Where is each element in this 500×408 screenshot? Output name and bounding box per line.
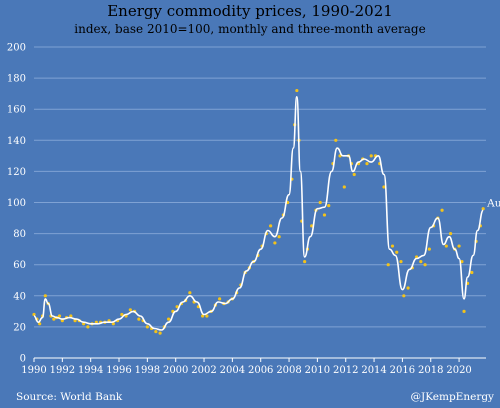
monthly-series (32, 88, 485, 335)
monthly-point (205, 314, 209, 318)
monthly-point (175, 305, 179, 309)
x-tick-label: 2004 (220, 365, 245, 376)
monthly-point (419, 259, 423, 264)
monthly-point (60, 319, 64, 323)
author-credit: @JKempEnergy (411, 391, 495, 403)
monthly-point (57, 314, 62, 318)
x-tick-label: 1996 (106, 365, 131, 376)
monthly-point (462, 309, 466, 313)
monthly-point (111, 322, 115, 326)
chart-subtitle: index, base 2010=100, monthly and three-… (74, 22, 425, 36)
monthly-point (137, 317, 141, 321)
source-note: Source: World Bank (16, 391, 123, 403)
y-tick-label: 60 (13, 260, 26, 271)
x-tick-label: 2016 (390, 365, 415, 376)
monthly-point (269, 224, 273, 228)
monthly-point (427, 247, 431, 251)
y-tick-label: 160 (7, 105, 26, 116)
x-tick-label: 2006 (248, 365, 273, 376)
monthly-point (318, 200, 322, 205)
x-tick-label: 1998 (135, 365, 160, 376)
chart-title: Energy commodity prices, 1990-2021 (107, 2, 393, 20)
monthly-point (120, 312, 124, 317)
monthly-point (128, 308, 132, 312)
y-tick-label: 200 (7, 43, 26, 54)
x-tick-label: 1994 (78, 365, 103, 376)
y-tick-label: 0 (20, 354, 26, 365)
y-tick-label: 120 (7, 167, 26, 178)
x-tick-label: 1992 (50, 365, 75, 376)
monthly-point (32, 312, 36, 317)
monthly-point (73, 319, 77, 323)
monthly-point (402, 294, 406, 298)
monthly-point (38, 322, 42, 326)
three-month-average-line (33, 96, 484, 331)
monthly-point (86, 325, 90, 329)
grid-lines (34, 46, 486, 328)
monthly-point (69, 314, 73, 318)
monthly-point (365, 162, 369, 166)
monthly-point (369, 154, 373, 158)
monthly-point (352, 172, 356, 177)
x-tick-label: 2002 (191, 365, 216, 376)
monthly-point (457, 244, 461, 248)
monthly-point (295, 88, 299, 93)
monthly-point (399, 259, 403, 264)
monthly-point (460, 259, 464, 264)
monthly-point (334, 138, 338, 142)
monthly-point (395, 250, 399, 254)
monthly-point (382, 185, 386, 189)
monthly-point (277, 235, 281, 239)
monthly-point (158, 331, 162, 335)
monthly-point (154, 329, 158, 334)
monthly-point (448, 232, 453, 236)
monthly-point (342, 185, 346, 189)
monthly-point (273, 241, 277, 245)
monthly-point (440, 208, 444, 212)
monthly-point (327, 204, 331, 208)
y-tick-label: 20 (13, 322, 26, 333)
monthly-point (52, 317, 56, 321)
monthly-point (481, 207, 485, 211)
x-tick-label: 2018 (418, 365, 443, 376)
monthly-point (386, 263, 390, 267)
x-tick-label: 2010 (305, 365, 330, 376)
monthly-point (444, 244, 448, 248)
y-tick-label: 80 (13, 229, 26, 240)
y-tick-label: 100 (7, 198, 26, 209)
monthly-point (303, 259, 307, 264)
monthly-point (406, 286, 410, 290)
x-axis: 1990 1992 1994 1996 1998 2000 2002 2004 2006 2008… (21, 358, 472, 376)
y-axis: 0 20 40 60 80 100 120 140 160 180 200 (7, 43, 26, 365)
monthly-point (470, 270, 474, 275)
y-tick-label: 180 (7, 74, 26, 85)
x-tick-label: 2020 (446, 365, 471, 376)
monthly-point (43, 294, 47, 298)
y-tick-label: 140 (7, 136, 26, 147)
x-tick-label: 1990 (21, 365, 46, 376)
monthly-point (322, 213, 327, 217)
end-label: Aug-21 (486, 197, 500, 209)
y-tick-label: 40 (13, 291, 26, 302)
x-tick-label: 2012 (333, 365, 358, 376)
x-tick-label: 2014 (361, 365, 386, 376)
monthly-point (390, 244, 395, 248)
x-tick-label: 2000 (163, 365, 188, 376)
monthly-point (188, 291, 192, 295)
monthly-point (145, 325, 149, 329)
monthly-point (201, 314, 205, 318)
monthly-point (423, 263, 427, 267)
monthly-point (167, 317, 171, 321)
x-tick-label: 2008 (276, 365, 301, 376)
monthly-point (218, 297, 222, 301)
